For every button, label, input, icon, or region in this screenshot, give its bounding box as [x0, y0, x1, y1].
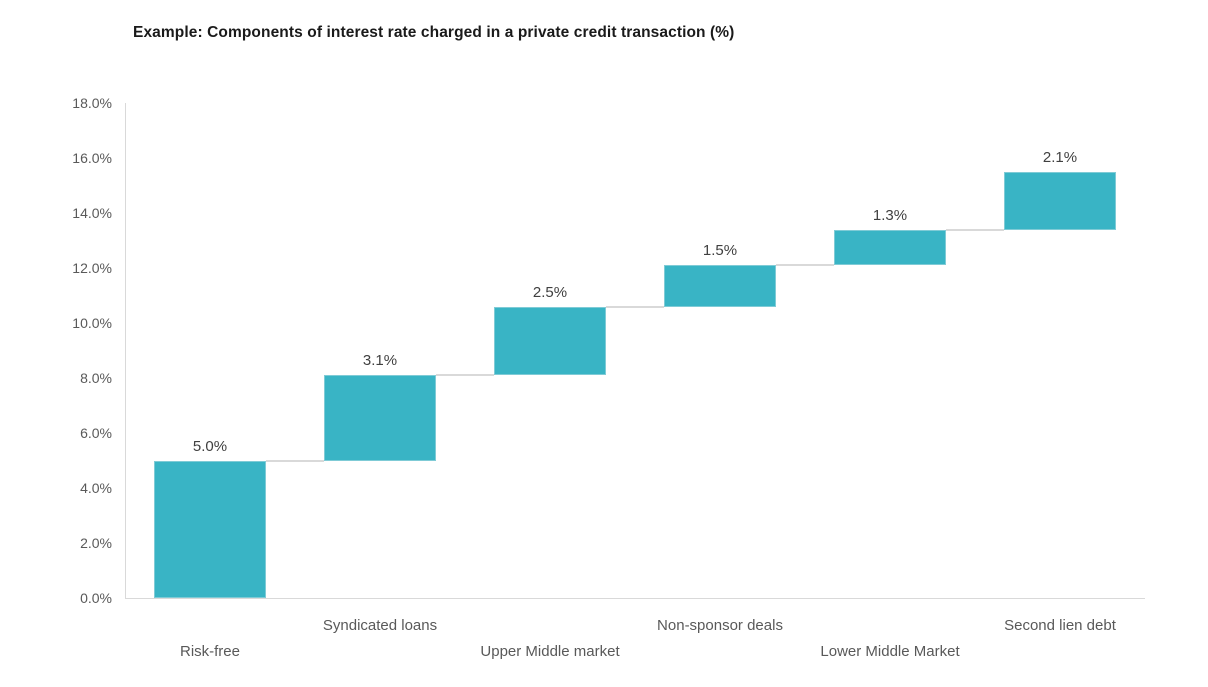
category-label: Non-sponsor deals: [657, 617, 783, 634]
y-axis-line: [125, 103, 126, 598]
bar-value-label: 1.5%: [702, 242, 738, 260]
connector-line: [266, 459, 324, 462]
bar-value-label: 1.3%: [872, 206, 908, 224]
y-tick-label: 8.0%: [80, 370, 112, 386]
x-axis-line: [125, 598, 1145, 599]
connector-line: [776, 264, 834, 267]
category-label: Lower Middle Market: [820, 643, 960, 660]
y-tick-label: 12.0%: [72, 260, 112, 276]
category-label: Syndicated loans: [322, 617, 438, 634]
y-tick-label: 6.0%: [80, 425, 112, 441]
waterfall-bar: [154, 460, 266, 598]
bar-value-label: 5.0%: [192, 437, 228, 455]
category-label: Risk-free: [179, 643, 240, 660]
y-tick-label: 4.0%: [80, 480, 112, 496]
bar-value-label: 2.1%: [1042, 148, 1078, 166]
category-label: Upper Middle market: [480, 643, 620, 660]
connector-line: [946, 228, 1004, 231]
y-tick-label: 14.0%: [72, 205, 112, 221]
bar-value-label: 3.1%: [362, 352, 398, 370]
waterfall-bar: [664, 265, 776, 307]
connector-line: [606, 305, 664, 308]
category-label: Second lien debt: [1004, 617, 1116, 634]
y-tick-label: 10.0%: [72, 315, 112, 331]
waterfall-bar: [834, 229, 946, 266]
y-tick-label: 18.0%: [72, 95, 112, 111]
waterfall-bar: [494, 306, 606, 376]
waterfall-bar: [324, 375, 436, 461]
connector-line: [436, 374, 494, 377]
chart-title: Example: Components of interest rate cha…: [133, 24, 735, 41]
y-tick-label: 0.0%: [80, 590, 112, 606]
y-tick-label: 16.0%: [72, 150, 112, 166]
y-tick-label: 2.0%: [80, 535, 112, 551]
waterfall-bar: [1004, 171, 1116, 230]
bar-value-label: 2.5%: [532, 283, 568, 301]
